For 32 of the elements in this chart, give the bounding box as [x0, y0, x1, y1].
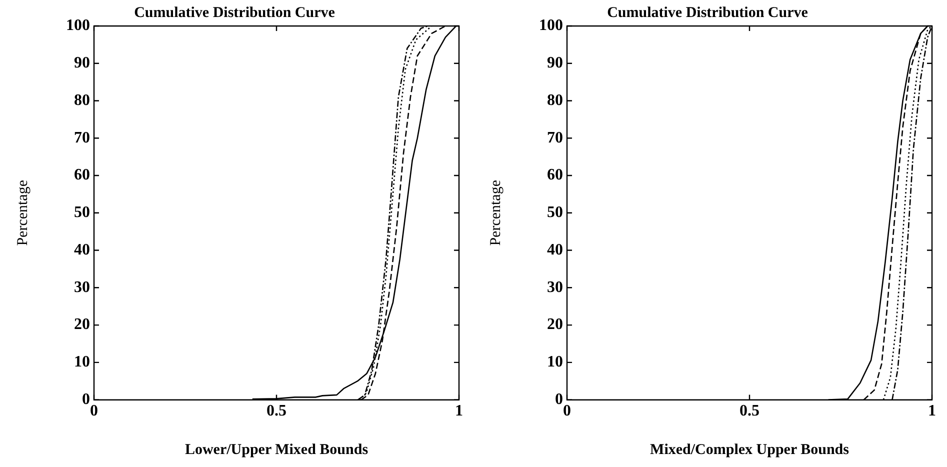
y-axis-title: Percentage — [14, 180, 31, 246]
y-tick-label: 0 — [555, 390, 563, 408]
y-tick-label: 40 — [547, 241, 563, 258]
y-tick-label: 0 — [82, 390, 90, 408]
y-tick-label: 20 — [547, 316, 563, 334]
y-tick-label: 100 — [66, 17, 90, 34]
chart-title: Cumulative Distribution Curve — [607, 4, 808, 21]
x-axis-title: Mixed/Complex Upper Bounds — [650, 442, 850, 458]
y-tick-label: 100 — [539, 17, 563, 34]
y-tick-label: 80 — [74, 92, 90, 109]
y-tick-label: 90 — [74, 54, 90, 72]
y-tick-label: 80 — [547, 92, 563, 109]
y-tick-label: 50 — [547, 204, 563, 222]
y-tick-label: 50 — [74, 204, 90, 222]
x-tick-label: 1 — [928, 402, 936, 420]
y-tick-label: 60 — [547, 166, 563, 184]
y-tick-label: 30 — [547, 278, 563, 296]
y-tick-label: 40 — [74, 241, 90, 258]
y-tick-label: 10 — [74, 354, 90, 371]
y-tick-label: 20 — [74, 316, 90, 334]
y-tick-label: 90 — [547, 54, 563, 72]
chart-title: Cumulative Distribution Curve — [134, 4, 336, 21]
y-axis-title: Percentage — [488, 180, 504, 246]
y-tick-label: 70 — [547, 129, 563, 146]
x-tick-label: 0.5 — [266, 402, 286, 420]
y-tick-label: 60 — [74, 166, 90, 184]
x-tick-label: 0.5 — [740, 402, 760, 420]
x-tick-label: 1 — [455, 402, 463, 420]
y-tick-label: 70 — [74, 129, 90, 146]
y-tick-label: 30 — [74, 278, 90, 296]
y-tick-label: 10 — [547, 354, 563, 371]
x-axis-title: Lower/Upper Mixed Bounds — [184, 442, 368, 458]
